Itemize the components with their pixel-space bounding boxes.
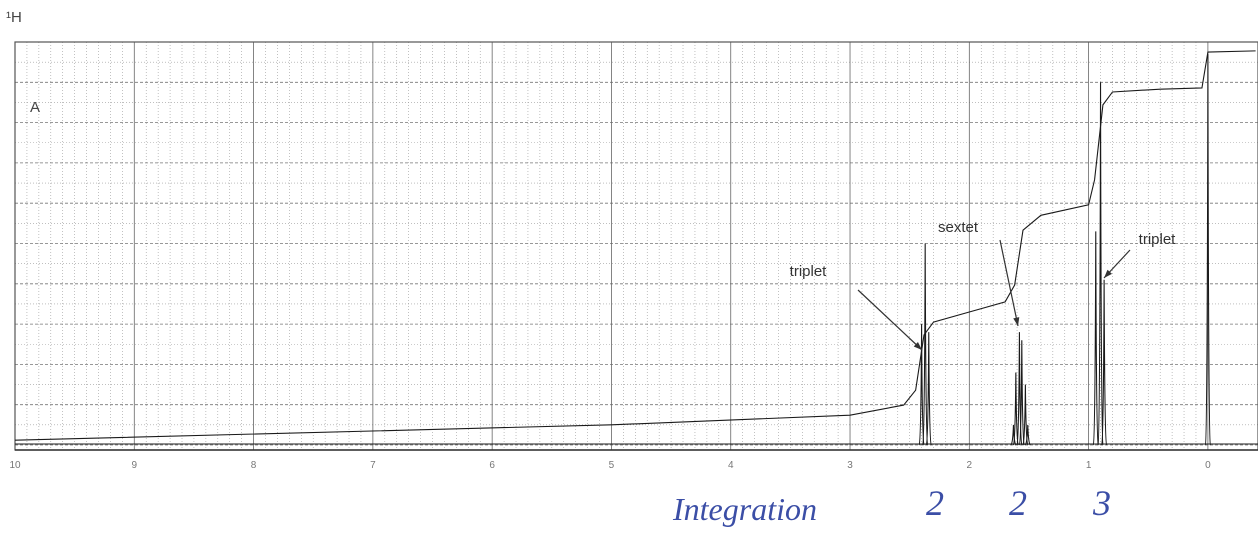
integration-value: 3 — [1092, 483, 1111, 523]
peak — [1097, 82, 1104, 446]
peak — [922, 243, 929, 446]
plot-frame — [14, 41, 1258, 451]
integration-value: 2 — [926, 483, 944, 523]
annotation: triplet — [1139, 231, 1177, 248]
annotation: sextet — [938, 219, 979, 236]
marks — [14, 50, 1258, 446]
x-tick-label: 3 — [847, 460, 853, 471]
x-tick-label: 1 — [1086, 460, 1092, 471]
x-tick-label: 6 — [489, 460, 495, 471]
x-tick-label: 0 — [1205, 460, 1211, 471]
grid — [14, 41, 1258, 451]
x-tick-label: 5 — [609, 460, 615, 471]
x-tick-label: 7 — [370, 460, 376, 471]
integration-value: 2 — [1009, 483, 1027, 523]
integral-curve — [14, 50, 1256, 441]
peak — [1010, 424, 1017, 446]
x-tick-label: 10 — [9, 460, 21, 471]
peak — [1018, 340, 1025, 446]
x-tick-label: 2 — [967, 460, 973, 471]
x-tick-label: 9 — [132, 460, 138, 471]
integration-label: Integration — [672, 491, 817, 527]
peak — [1024, 424, 1031, 446]
arrow-head — [1104, 269, 1113, 278]
peak — [1101, 279, 1108, 446]
x-tick-label: 8 — [251, 460, 257, 471]
annotation: triplet — [790, 263, 828, 280]
arrow-head — [1013, 317, 1020, 326]
annotation-arrow — [999, 239, 1019, 327]
peak — [1092, 231, 1099, 446]
arrow-head — [913, 341, 922, 350]
chart-title: ¹H — [6, 9, 22, 26]
peak — [925, 332, 932, 446]
annotation-arrow — [857, 289, 923, 351]
x-tick-label: 4 — [728, 460, 734, 471]
panel-label: A — [30, 99, 40, 116]
peak — [1016, 332, 1023, 446]
